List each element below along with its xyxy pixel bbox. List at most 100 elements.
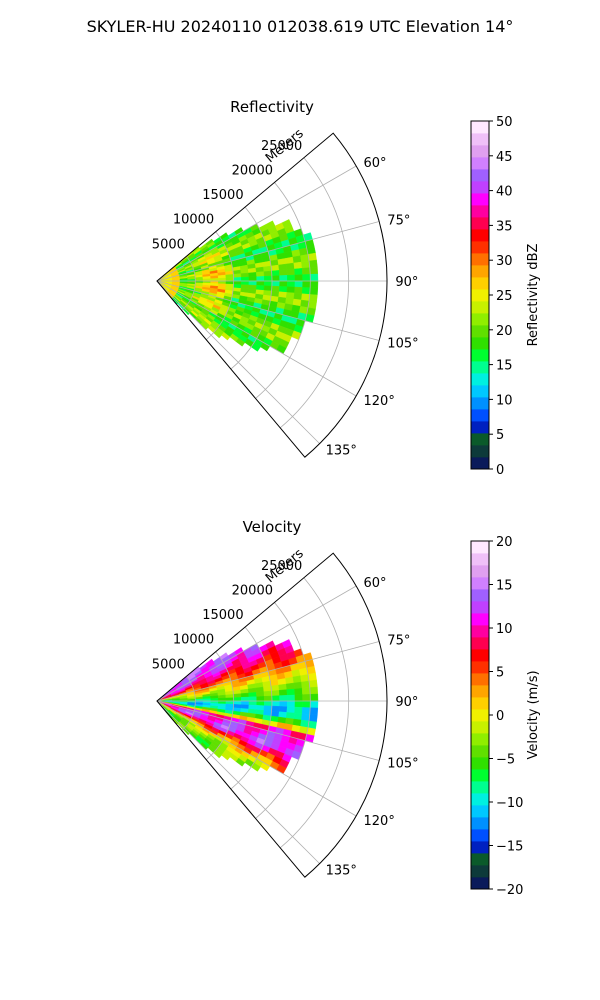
radar-cell bbox=[263, 700, 273, 707]
radar-cell bbox=[278, 263, 288, 271]
velocity-title: Velocity bbox=[243, 518, 302, 536]
radar-cell bbox=[302, 694, 311, 702]
colorbar-swatch bbox=[471, 541, 489, 554]
radar-cell bbox=[270, 684, 280, 692]
radar-cell bbox=[233, 277, 242, 282]
colorbar-swatch bbox=[471, 865, 489, 878]
radar-cell bbox=[256, 700, 265, 706]
radar-cell bbox=[263, 695, 273, 702]
radar-cell bbox=[210, 278, 219, 282]
colorbar-swatch bbox=[471, 853, 489, 866]
radar-cell bbox=[302, 280, 311, 288]
radar-cell bbox=[263, 270, 273, 277]
radar-cell bbox=[294, 694, 303, 702]
radar-cell bbox=[233, 280, 242, 285]
colorbar-swatch bbox=[471, 193, 489, 206]
radar-cell bbox=[309, 707, 319, 716]
radar-cell bbox=[271, 280, 280, 287]
radar-cell bbox=[301, 707, 311, 715]
radar-cell bbox=[301, 713, 310, 722]
colorbar-swatch bbox=[471, 733, 489, 746]
radar-cell bbox=[278, 683, 288, 691]
colorbar-tick-label: 45 bbox=[496, 150, 513, 165]
colorbar-swatch bbox=[471, 229, 489, 242]
radar-cell bbox=[256, 280, 265, 286]
radar-cell bbox=[293, 712, 303, 721]
azimuth-gridline bbox=[156, 700, 357, 817]
colorbar-tick-label: 35 bbox=[496, 219, 513, 234]
colorbar-tick-label: 0 bbox=[496, 463, 504, 478]
radar-cell bbox=[294, 286, 303, 294]
radar-cell bbox=[263, 275, 273, 282]
colorbar-swatch bbox=[471, 793, 489, 806]
radar-cell bbox=[301, 293, 310, 302]
reflectivity-colorbar: 0 5 10 15 20 25 30 35 40 45 50 Reflectivity dBZ bbox=[470, 115, 541, 478]
radar-cell bbox=[309, 700, 319, 709]
radar-cell bbox=[225, 274, 234, 279]
colorbar-tick-label: −5 bbox=[496, 753, 515, 768]
colorbar-swatch bbox=[471, 337, 489, 350]
colorbar-swatch bbox=[471, 757, 489, 770]
azimuth-tick-label: 75° bbox=[387, 213, 410, 228]
colorbar-swatch bbox=[471, 241, 489, 254]
range-tick-label: 10000 bbox=[173, 633, 214, 648]
colorbar-swatch bbox=[471, 373, 489, 386]
colorbar-swatch bbox=[471, 781, 489, 794]
colorbar-swatch bbox=[471, 277, 489, 290]
radar-cell bbox=[248, 272, 257, 278]
range-gridline bbox=[255, 602, 311, 819]
azimuth-gridline bbox=[156, 280, 357, 397]
colorbar-swatch bbox=[471, 157, 489, 170]
colorbar-swatch bbox=[471, 169, 489, 182]
colorbar-swatch bbox=[471, 313, 489, 326]
range-tick-label: 5000 bbox=[152, 657, 185, 672]
radar-cell bbox=[233, 693, 242, 698]
radar-cell bbox=[218, 277, 227, 282]
reflectivity-title: Reflectivity bbox=[230, 98, 314, 116]
radar-cell bbox=[308, 714, 318, 723]
radar-cell bbox=[286, 274, 296, 282]
radar-cell bbox=[225, 697, 234, 702]
azimuth-gridline bbox=[156, 585, 357, 702]
radar-cell bbox=[278, 689, 288, 696]
radar-cell bbox=[271, 695, 280, 702]
radar-cell bbox=[248, 700, 257, 706]
radar-cell bbox=[309, 287, 319, 296]
colorbar-swatch bbox=[471, 625, 489, 638]
range-tick-label: 25000 bbox=[261, 559, 302, 574]
azimuth-gridline bbox=[156, 700, 380, 761]
colorbar-swatch bbox=[471, 289, 489, 302]
radar-cell bbox=[233, 700, 242, 705]
radar-cell bbox=[294, 688, 303, 696]
radar-cell bbox=[285, 682, 295, 690]
colorbar-swatch bbox=[471, 697, 489, 710]
radar-cell bbox=[263, 280, 273, 287]
radar-cell bbox=[248, 692, 257, 698]
colorbar-swatch bbox=[471, 877, 489, 890]
radar-cell bbox=[294, 274, 303, 282]
range-tick-label: 25000 bbox=[261, 139, 302, 154]
radar-cell bbox=[285, 676, 295, 685]
radar-cell bbox=[301, 260, 310, 269]
radar-cell bbox=[293, 681, 303, 690]
colorbar-swatch bbox=[471, 817, 489, 830]
radar-cell bbox=[271, 285, 280, 292]
colorbar-swatch bbox=[471, 301, 489, 314]
colorbar-swatch bbox=[471, 649, 489, 662]
radar-cell bbox=[225, 700, 234, 705]
radar-cell bbox=[286, 688, 296, 696]
radar-cell bbox=[301, 287, 311, 295]
radar-cell bbox=[286, 268, 296, 276]
radar-cell bbox=[221, 752, 231, 761]
radar-cell bbox=[241, 280, 250, 286]
range-tick-label: 15000 bbox=[202, 608, 243, 623]
radar-cell bbox=[235, 337, 246, 347]
azimuth-tick-label: 105° bbox=[387, 757, 418, 772]
radar-cell bbox=[221, 332, 231, 341]
radar-cell bbox=[285, 256, 295, 265]
colorbar-swatch bbox=[471, 661, 489, 674]
radar-cell bbox=[248, 276, 257, 282]
